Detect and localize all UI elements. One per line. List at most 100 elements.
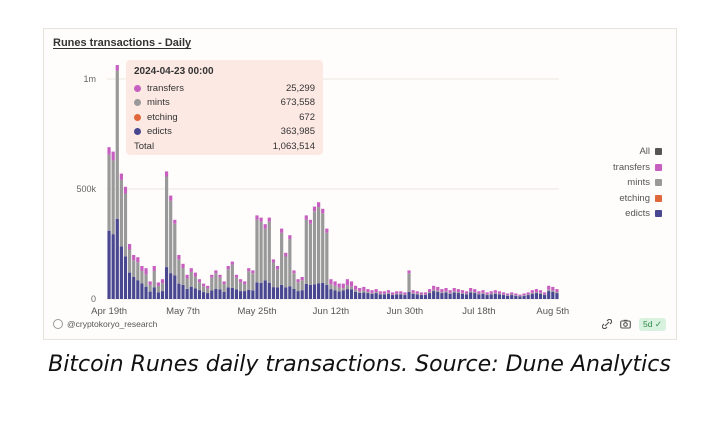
- bar-transfers[interactable]: [530, 290, 534, 293]
- bar-mints[interactable]: [514, 295, 518, 296]
- bar-transfers[interactable]: [370, 290, 374, 293]
- bar-edicts[interactable]: [551, 291, 555, 299]
- bar-mints[interactable]: [534, 292, 539, 294]
- bar-transfers[interactable]: [214, 270, 218, 274]
- bar-mints[interactable]: [247, 271, 251, 290]
- embed-icon[interactable]: [601, 318, 613, 331]
- bar-edicts[interactable]: [485, 295, 489, 299]
- bar-transfers[interactable]: [312, 206, 317, 212]
- bar-mints[interactable]: [464, 293, 469, 295]
- bar-mints[interactable]: [415, 293, 419, 295]
- bar-edicts[interactable]: [164, 267, 169, 299]
- bar-mints[interactable]: [210, 277, 214, 291]
- author-credit[interactable]: @cryptokoryo_research: [53, 319, 157, 329]
- bar-edicts[interactable]: [247, 289, 251, 299]
- bar-mints[interactable]: [448, 292, 452, 294]
- bar-mints[interactable]: [358, 291, 362, 293]
- bar-mints[interactable]: [304, 219, 308, 284]
- bar-mints[interactable]: [456, 292, 460, 294]
- bar-transfers[interactable]: [243, 281, 247, 285]
- bar-mints[interactable]: [201, 286, 206, 293]
- bar-transfers[interactable]: [526, 292, 530, 295]
- bar-mints[interactable]: [329, 284, 333, 290]
- bar-edicts[interactable]: [358, 292, 362, 299]
- bar-mints[interactable]: [222, 284, 226, 292]
- bar-edicts[interactable]: [436, 291, 440, 299]
- bar-mints[interactable]: [543, 294, 547, 296]
- bar-transfers[interactable]: [432, 285, 436, 290]
- bar-transfers[interactable]: [189, 268, 193, 272]
- bar-transfers[interactable]: [144, 268, 148, 275]
- bar-transfers[interactable]: [177, 255, 181, 260]
- bar-mints[interactable]: [169, 200, 173, 274]
- bar-transfers[interactable]: [452, 288, 456, 292]
- bar-mints[interactable]: [374, 292, 378, 294]
- bar-transfers[interactable]: [460, 290, 465, 293]
- bar-transfers[interactable]: [341, 283, 345, 289]
- bar-transfers[interactable]: [275, 266, 280, 270]
- bar-edicts[interactable]: [185, 288, 189, 299]
- bar-mints[interactable]: [218, 277, 222, 290]
- bar-mints[interactable]: [119, 179, 123, 247]
- bar-mints[interactable]: [395, 293, 399, 295]
- bar-transfers[interactable]: [366, 289, 370, 293]
- bar-transfers[interactable]: [123, 186, 128, 194]
- bar-edicts[interactable]: [296, 291, 300, 299]
- bar-transfers[interactable]: [173, 219, 177, 224]
- bar-transfers[interactable]: [226, 266, 230, 270]
- camera-icon[interactable]: [620, 319, 631, 331]
- bar-mints[interactable]: [292, 273, 296, 289]
- bar-mints[interactable]: [226, 269, 230, 288]
- bar-mints[interactable]: [251, 273, 255, 291]
- bar-edicts[interactable]: [448, 293, 452, 299]
- bar-transfers[interactable]: [464, 291, 469, 294]
- bar-edicts[interactable]: [501, 295, 506, 299]
- bar-mints[interactable]: [349, 286, 354, 290]
- bar-mints[interactable]: [522, 295, 526, 296]
- bar-transfers[interactable]: [296, 279, 300, 283]
- bar-transfers[interactable]: [555, 289, 559, 293]
- bar-mints[interactable]: [128, 249, 132, 273]
- bar-mints[interactable]: [485, 294, 489, 296]
- bar-edicts[interactable]: [234, 289, 239, 299]
- bar-edicts[interactable]: [300, 290, 304, 299]
- bar-transfers[interactable]: [444, 288, 448, 292]
- bar-edicts[interactable]: [510, 295, 514, 299]
- bar-mints[interactable]: [164, 176, 169, 268]
- bar-mints[interactable]: [267, 221, 271, 283]
- bar-transfers[interactable]: [222, 281, 226, 285]
- bar-mints[interactable]: [386, 292, 391, 294]
- bar-transfers[interactable]: [333, 281, 337, 286]
- bar-edicts[interactable]: [354, 291, 358, 299]
- bar-transfers[interactable]: [321, 208, 325, 214]
- bar-edicts[interactable]: [312, 284, 317, 299]
- bar-transfers[interactable]: [395, 291, 399, 294]
- bar-mints[interactable]: [427, 292, 432, 294]
- bar-mints[interactable]: [263, 228, 267, 281]
- bar-edicts[interactable]: [148, 291, 152, 299]
- bar-edicts[interactable]: [230, 287, 234, 299]
- bar-edicts[interactable]: [181, 284, 185, 299]
- bar-edicts[interactable]: [489, 294, 493, 299]
- bar-edicts[interactable]: [514, 295, 518, 299]
- bar-edicts[interactable]: [271, 287, 276, 299]
- bar-transfers[interactable]: [522, 293, 526, 296]
- bar-mints[interactable]: [185, 278, 189, 289]
- bar-edicts[interactable]: [152, 287, 156, 299]
- bar-mints[interactable]: [173, 223, 177, 276]
- bar-edicts[interactable]: [201, 292, 206, 299]
- bar-transfers[interactable]: [210, 274, 214, 278]
- bar-transfers[interactable]: [493, 290, 497, 293]
- bar-edicts[interactable]: [337, 291, 341, 299]
- bar-mints[interactable]: [390, 294, 395, 296]
- bar-transfers[interactable]: [230, 261, 234, 265]
- bar-edicts[interactable]: [214, 288, 218, 299]
- bar-transfers[interactable]: [510, 292, 514, 295]
- bar-transfers[interactable]: [427, 289, 432, 293]
- bar-mints[interactable]: [378, 293, 382, 295]
- bar-transfers[interactable]: [317, 202, 321, 208]
- bar-transfers[interactable]: [456, 289, 460, 293]
- bar-edicts[interactable]: [555, 293, 559, 299]
- bar-edicts[interactable]: [374, 293, 378, 299]
- bar-mints[interactable]: [288, 239, 292, 287]
